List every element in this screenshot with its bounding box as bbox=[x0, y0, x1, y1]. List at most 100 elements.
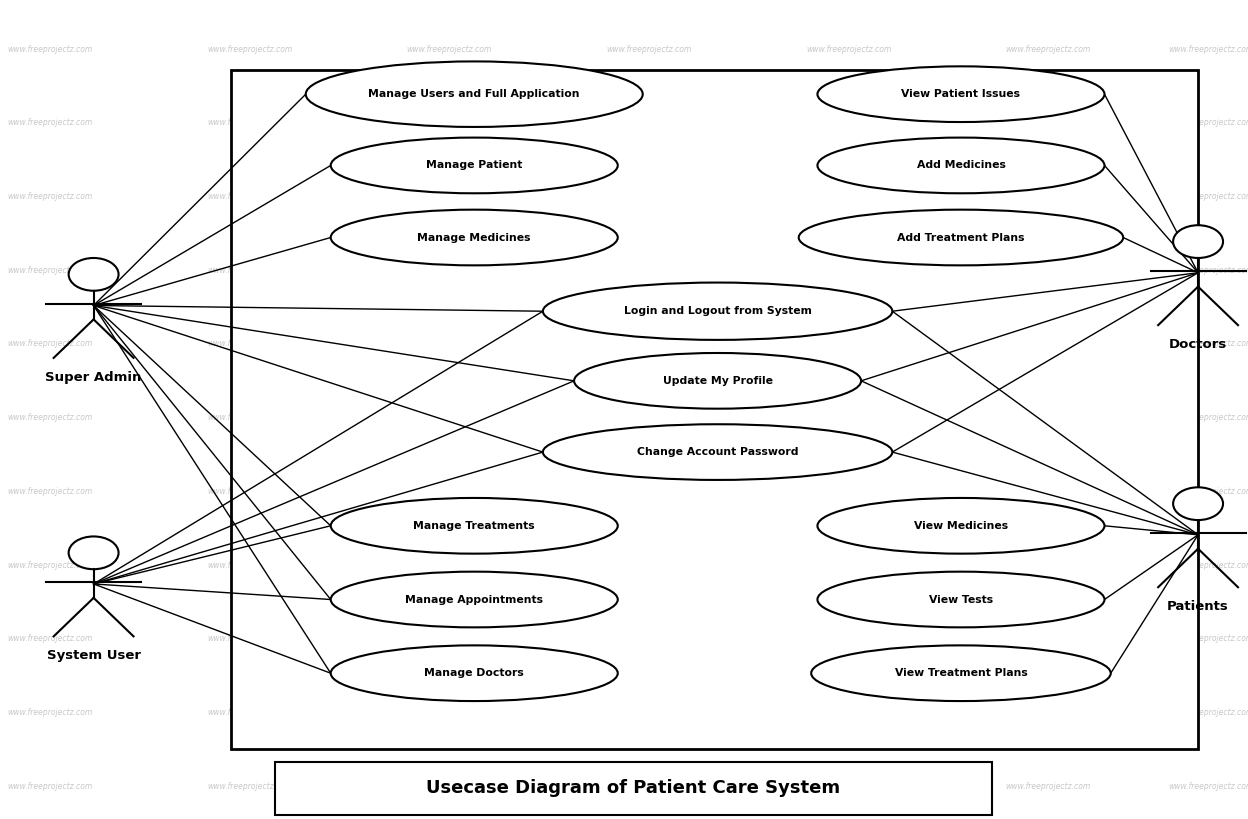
Circle shape bbox=[69, 258, 119, 291]
Text: www.freeprojectz.com: www.freeprojectz.com bbox=[806, 487, 891, 495]
Text: www.freeprojectz.com: www.freeprojectz.com bbox=[207, 266, 292, 274]
Text: www.freeprojectz.com: www.freeprojectz.com bbox=[806, 561, 891, 569]
Text: www.freeprojectz.com: www.freeprojectz.com bbox=[806, 45, 891, 53]
Ellipse shape bbox=[817, 138, 1104, 193]
Ellipse shape bbox=[331, 645, 618, 701]
Ellipse shape bbox=[817, 66, 1104, 122]
Text: www.freeprojectz.com: www.freeprojectz.com bbox=[1168, 708, 1248, 717]
Text: www.freeprojectz.com: www.freeprojectz.com bbox=[1006, 45, 1091, 53]
Text: www.freeprojectz.com: www.freeprojectz.com bbox=[407, 45, 492, 53]
Text: www.freeprojectz.com: www.freeprojectz.com bbox=[407, 561, 492, 569]
Text: Patients: Patients bbox=[1167, 600, 1229, 613]
Text: www.freeprojectz.com: www.freeprojectz.com bbox=[7, 782, 92, 790]
Bar bbox=[231, 70, 1198, 749]
Ellipse shape bbox=[331, 210, 618, 265]
Text: www.freeprojectz.com: www.freeprojectz.com bbox=[207, 119, 292, 127]
Text: www.freeprojectz.com: www.freeprojectz.com bbox=[7, 487, 92, 495]
Circle shape bbox=[1173, 487, 1223, 520]
Text: www.freeprojectz.com: www.freeprojectz.com bbox=[7, 414, 92, 422]
Text: www.freeprojectz.com: www.freeprojectz.com bbox=[806, 414, 891, 422]
Ellipse shape bbox=[543, 424, 892, 480]
Text: www.freeprojectz.com: www.freeprojectz.com bbox=[1168, 414, 1248, 422]
Text: www.freeprojectz.com: www.freeprojectz.com bbox=[607, 635, 691, 643]
Ellipse shape bbox=[331, 572, 618, 627]
Text: www.freeprojectz.com: www.freeprojectz.com bbox=[1006, 340, 1091, 348]
Text: Add Medicines: Add Medicines bbox=[916, 161, 1006, 170]
Circle shape bbox=[1173, 225, 1223, 258]
Text: www.freeprojectz.com: www.freeprojectz.com bbox=[806, 119, 891, 127]
Ellipse shape bbox=[799, 210, 1123, 265]
Text: www.freeprojectz.com: www.freeprojectz.com bbox=[207, 487, 292, 495]
Text: www.freeprojectz.com: www.freeprojectz.com bbox=[7, 708, 92, 717]
Ellipse shape bbox=[817, 572, 1104, 627]
Text: www.freeprojectz.com: www.freeprojectz.com bbox=[207, 192, 292, 201]
Text: www.freeprojectz.com: www.freeprojectz.com bbox=[1168, 561, 1248, 569]
Text: Super Admin: Super Admin bbox=[45, 371, 142, 384]
Text: View Tests: View Tests bbox=[929, 595, 993, 604]
Text: www.freeprojectz.com: www.freeprojectz.com bbox=[407, 192, 492, 201]
Text: Manage Users and Full Application: Manage Users and Full Application bbox=[368, 89, 580, 99]
Text: www.freeprojectz.com: www.freeprojectz.com bbox=[806, 708, 891, 717]
Text: www.freeprojectz.com: www.freeprojectz.com bbox=[207, 782, 292, 790]
Ellipse shape bbox=[331, 138, 618, 193]
Text: www.freeprojectz.com: www.freeprojectz.com bbox=[806, 192, 891, 201]
Text: Manage Medicines: Manage Medicines bbox=[418, 233, 530, 242]
Text: www.freeprojectz.com: www.freeprojectz.com bbox=[607, 192, 691, 201]
Text: www.freeprojectz.com: www.freeprojectz.com bbox=[607, 414, 691, 422]
Text: www.freeprojectz.com: www.freeprojectz.com bbox=[607, 561, 691, 569]
Text: Manage Treatments: Manage Treatments bbox=[413, 521, 535, 531]
Ellipse shape bbox=[543, 283, 892, 340]
Text: www.freeprojectz.com: www.freeprojectz.com bbox=[1168, 119, 1248, 127]
Text: www.freeprojectz.com: www.freeprojectz.com bbox=[7, 192, 92, 201]
Text: www.freeprojectz.com: www.freeprojectz.com bbox=[407, 414, 492, 422]
Ellipse shape bbox=[574, 353, 861, 409]
Text: www.freeprojectz.com: www.freeprojectz.com bbox=[407, 708, 492, 717]
Text: www.freeprojectz.com: www.freeprojectz.com bbox=[806, 782, 891, 790]
Text: www.freeprojectz.com: www.freeprojectz.com bbox=[1168, 192, 1248, 201]
Text: Login and Logout from System: Login and Logout from System bbox=[624, 306, 811, 316]
Text: www.freeprojectz.com: www.freeprojectz.com bbox=[1168, 635, 1248, 643]
Text: www.freeprojectz.com: www.freeprojectz.com bbox=[1006, 192, 1091, 201]
Text: www.freeprojectz.com: www.freeprojectz.com bbox=[607, 708, 691, 717]
Text: www.freeprojectz.com: www.freeprojectz.com bbox=[7, 561, 92, 569]
Text: www.freeprojectz.com: www.freeprojectz.com bbox=[207, 45, 292, 53]
Text: www.freeprojectz.com: www.freeprojectz.com bbox=[1168, 782, 1248, 790]
Text: System User: System User bbox=[46, 649, 141, 663]
Text: www.freeprojectz.com: www.freeprojectz.com bbox=[1006, 119, 1091, 127]
Text: www.freeprojectz.com: www.freeprojectz.com bbox=[1006, 708, 1091, 717]
Text: www.freeprojectz.com: www.freeprojectz.com bbox=[407, 340, 492, 348]
Text: View Treatment Plans: View Treatment Plans bbox=[895, 668, 1027, 678]
Text: Add Treatment Plans: Add Treatment Plans bbox=[897, 233, 1025, 242]
Text: www.freeprojectz.com: www.freeprojectz.com bbox=[1006, 561, 1091, 569]
Text: www.freeprojectz.com: www.freeprojectz.com bbox=[407, 266, 492, 274]
Text: www.freeprojectz.com: www.freeprojectz.com bbox=[1006, 266, 1091, 274]
Text: Manage Patient: Manage Patient bbox=[426, 161, 523, 170]
Text: Update My Profile: Update My Profile bbox=[663, 376, 773, 386]
Text: www.freeprojectz.com: www.freeprojectz.com bbox=[1168, 340, 1248, 348]
Ellipse shape bbox=[306, 61, 643, 127]
Text: www.freeprojectz.com: www.freeprojectz.com bbox=[207, 635, 292, 643]
Text: www.freeprojectz.com: www.freeprojectz.com bbox=[806, 635, 891, 643]
Text: Change Account Password: Change Account Password bbox=[636, 447, 799, 457]
Text: www.freeprojectz.com: www.freeprojectz.com bbox=[1006, 414, 1091, 422]
Text: www.freeprojectz.com: www.freeprojectz.com bbox=[1006, 487, 1091, 495]
Text: www.freeprojectz.com: www.freeprojectz.com bbox=[806, 340, 891, 348]
Text: View Medicines: View Medicines bbox=[914, 521, 1008, 531]
Text: Manage Appointments: Manage Appointments bbox=[406, 595, 543, 604]
Text: www.freeprojectz.com: www.freeprojectz.com bbox=[207, 561, 292, 569]
Bar bbox=[275, 762, 992, 815]
Circle shape bbox=[69, 536, 119, 569]
Ellipse shape bbox=[817, 498, 1104, 554]
Ellipse shape bbox=[331, 498, 618, 554]
Text: www.freeprojectz.com: www.freeprojectz.com bbox=[607, 487, 691, 495]
Text: Usecase Diagram of Patient Care System: Usecase Diagram of Patient Care System bbox=[427, 780, 840, 797]
Text: www.freeprojectz.com: www.freeprojectz.com bbox=[607, 45, 691, 53]
Text: www.freeprojectz.com: www.freeprojectz.com bbox=[407, 635, 492, 643]
Text: www.freeprojectz.com: www.freeprojectz.com bbox=[1168, 45, 1248, 53]
Ellipse shape bbox=[811, 645, 1111, 701]
Text: www.freeprojectz.com: www.freeprojectz.com bbox=[407, 782, 492, 790]
Text: www.freeprojectz.com: www.freeprojectz.com bbox=[207, 340, 292, 348]
Text: www.freeprojectz.com: www.freeprojectz.com bbox=[1006, 782, 1091, 790]
Text: www.freeprojectz.com: www.freeprojectz.com bbox=[607, 782, 691, 790]
Text: www.freeprojectz.com: www.freeprojectz.com bbox=[207, 708, 292, 717]
